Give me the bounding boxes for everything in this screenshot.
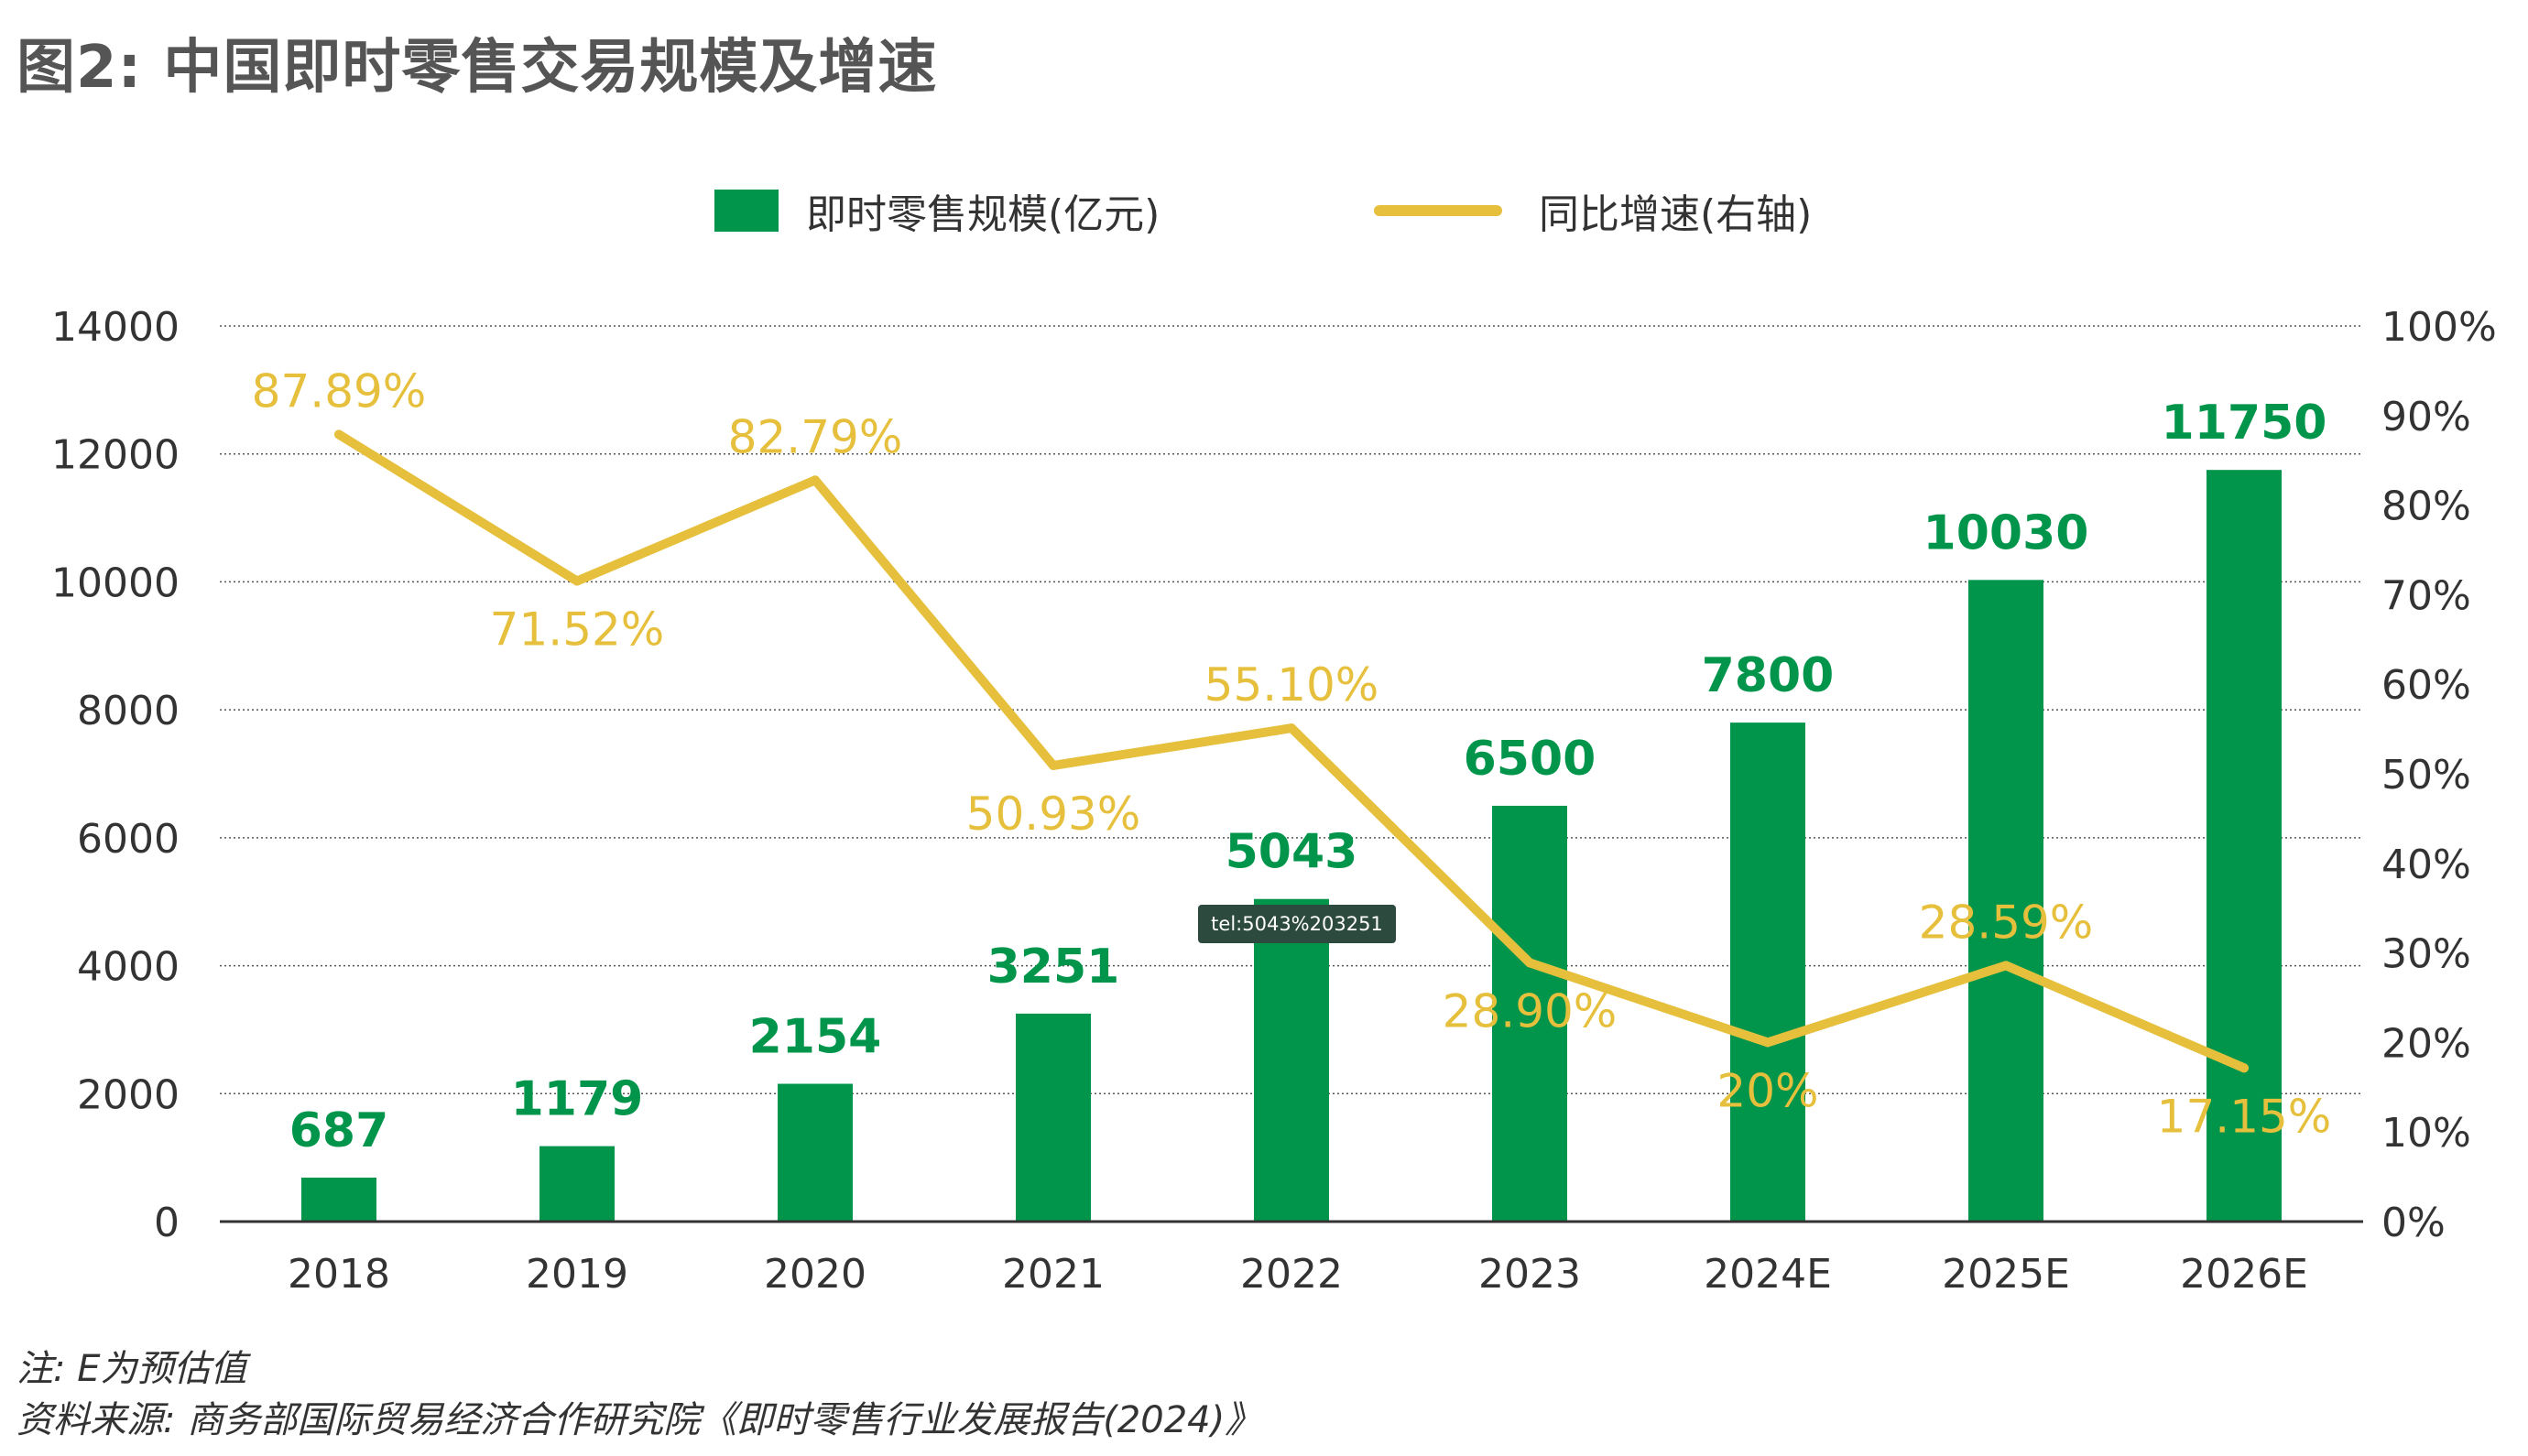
x-tick-label: 2026E <box>2180 1251 2308 1298</box>
growth-value-label: 28.90% <box>1443 984 1618 1038</box>
growth-line-point <box>572 576 582 586</box>
y-right-tick-label: 30% <box>2381 931 2471 978</box>
growth-value-label: 20% <box>1716 1064 1818 1117</box>
y-right-tick-label: 70% <box>2381 572 2471 619</box>
bar <box>1016 1013 1091 1222</box>
growth-line <box>334 429 2249 1073</box>
footnote-estimate: 注: E为预估值 <box>16 1348 247 1390</box>
growth-value-label: 28.59% <box>1919 896 2094 949</box>
growth-line-point <box>334 429 343 440</box>
x-tick-label: 2022 <box>1240 1251 1343 1298</box>
y-right-tick-label: 100% <box>2381 304 2497 351</box>
legend-item-line: 同比增速(右轴) <box>1374 174 1812 247</box>
bar-value-label: 6500 <box>1464 732 1596 787</box>
y-left-tick-label: 10000 <box>51 560 180 606</box>
data-labels: 687 1179 2154 3251 5043 6500 7800 10030 11750 87.… <box>252 364 2332 1158</box>
bar <box>301 1178 376 1222</box>
growth-line-point <box>2239 1063 2249 1073</box>
x-tick-label: 2019 <box>526 1251 628 1298</box>
growth-line-point <box>2001 961 2010 971</box>
y-right-tick-label: 40% <box>2381 842 2471 888</box>
bar <box>2207 470 2282 1222</box>
growth-value-label: 71.52% <box>490 603 665 657</box>
y-right-tick-label: 60% <box>2381 662 2471 709</box>
y-left-tick-label: 12000 <box>51 432 180 479</box>
x-tick-label: 2018 <box>288 1251 390 1298</box>
x-tick-label: 2025E <box>1942 1251 2070 1298</box>
growth-line-point <box>811 475 820 485</box>
y-right-tick-label: 50% <box>2381 752 2471 799</box>
y-left-tick-label: 0 <box>154 1200 180 1246</box>
bar-value-label: 1179 <box>511 1072 644 1127</box>
bar-value-label: 687 <box>289 1103 389 1158</box>
footnote-source: 资料来源: 商务部国际贸易经济合作研究院《即时零售行业发展报告(2024)》 <box>16 1399 1262 1441</box>
y-left-tick-label: 14000 <box>51 304 180 351</box>
growth-value-label: 55.10% <box>1204 658 1379 712</box>
bars <box>301 470 2282 1222</box>
legend-line-label: 同比增速(右轴) <box>1539 191 1813 238</box>
x-tick-label: 2024E <box>1704 1251 1832 1298</box>
y-left-tick-label: 4000 <box>77 944 180 991</box>
legend-line-swatch <box>1374 205 1502 216</box>
y-right-tick-label: 10% <box>2381 1110 2471 1157</box>
growth-line-point <box>1525 958 1534 968</box>
y-left-tick-label: 8000 <box>77 688 180 734</box>
bar <box>539 1146 615 1222</box>
axes: 0 2000 4000 6000 8000 10000 12000 14000 0% 10% 20%… <box>51 304 2497 1298</box>
y-left-tick-label: 6000 <box>77 816 180 863</box>
chart-legend: 即时零售规模(亿元) 同比增速(右轴) <box>0 174 2528 247</box>
bar-value-label: 10030 <box>1923 505 2089 560</box>
bar-value-label: 7800 <box>1702 648 1835 703</box>
x-tick-label: 2021 <box>1002 1251 1105 1298</box>
bar <box>1254 898 1329 1222</box>
growth-line-point <box>1763 1038 1772 1048</box>
phone-link-tooltip[interactable]: tel:5043%203251 <box>1198 905 1396 943</box>
y-right-tick-label: 80% <box>2381 484 2471 530</box>
bar <box>1492 805 1567 1222</box>
growth-line-point <box>1049 760 1058 770</box>
bar <box>1968 580 2043 1222</box>
x-tick-label: 2020 <box>764 1251 866 1298</box>
growth-line-point <box>1287 723 1296 733</box>
y-left-tick-label: 2000 <box>77 1071 180 1118</box>
y-right-tick-label: 20% <box>2381 1020 2471 1067</box>
legend-item-bar: 即时零售规模(亿元) <box>714 174 1160 247</box>
growth-value-label: 17.15% <box>2157 1090 2332 1143</box>
bar-value-label: 2154 <box>749 1010 882 1065</box>
bar-value-label: 5043 <box>1226 825 1358 880</box>
legend-bar-label: 即时零售规模(亿元) <box>806 191 1160 238</box>
bar <box>1730 723 1805 1222</box>
bar <box>778 1083 853 1222</box>
bar-value-label: 11750 <box>2162 396 2327 451</box>
growth-value-label: 87.89% <box>252 364 427 418</box>
growth-value-label: 82.79% <box>728 410 903 463</box>
chart-title: 图2: 中国即时零售交易规模及增速 <box>16 34 938 102</box>
growth-value-label: 50.93% <box>966 788 1141 841</box>
legend-bar-swatch <box>714 190 779 232</box>
x-tick-label: 2023 <box>1478 1251 1581 1298</box>
bar-value-label: 3251 <box>987 940 1120 994</box>
y-right-tick-label: 0% <box>2381 1200 2446 1246</box>
y-right-tick-label: 90% <box>2381 394 2471 440</box>
